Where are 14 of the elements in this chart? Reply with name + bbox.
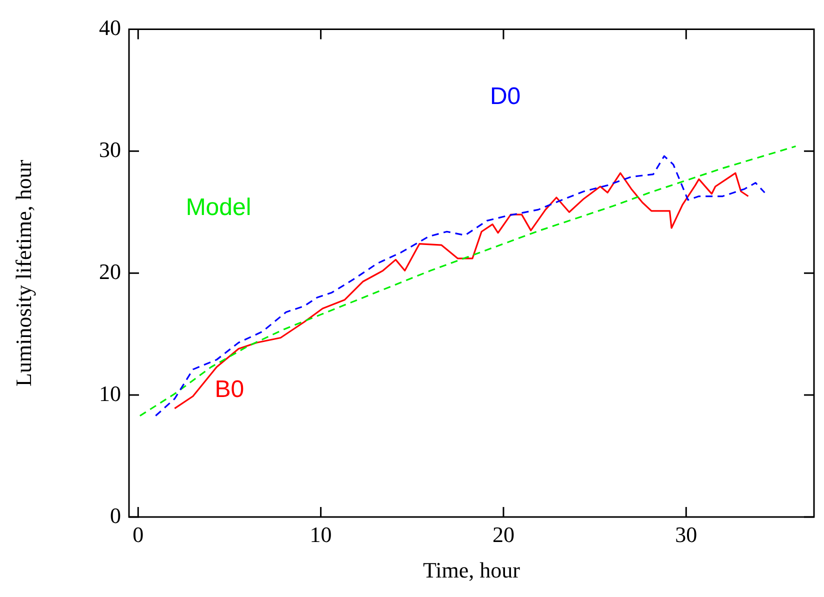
text: D0 xyxy=(490,83,521,110)
y-tick-label: 20 xyxy=(99,258,121,284)
y-axis-title: Luminosity lifetime, hour xyxy=(10,159,36,386)
x-tick-label: 10 xyxy=(310,522,332,547)
x-tick-label: 20 xyxy=(492,522,514,547)
series-label: B0 xyxy=(214,376,244,403)
text: Model xyxy=(186,194,252,222)
y-tick-label: 30 xyxy=(99,136,121,162)
y-tick-label: 0 xyxy=(110,502,121,528)
x-axis-title: Time, hour xyxy=(423,558,521,583)
y-tick-label: 10 xyxy=(99,380,121,406)
y-tick-label: 40 xyxy=(99,14,121,40)
x-tick-label: 0 xyxy=(132,522,144,547)
x-tick-label: 30 xyxy=(675,522,698,547)
